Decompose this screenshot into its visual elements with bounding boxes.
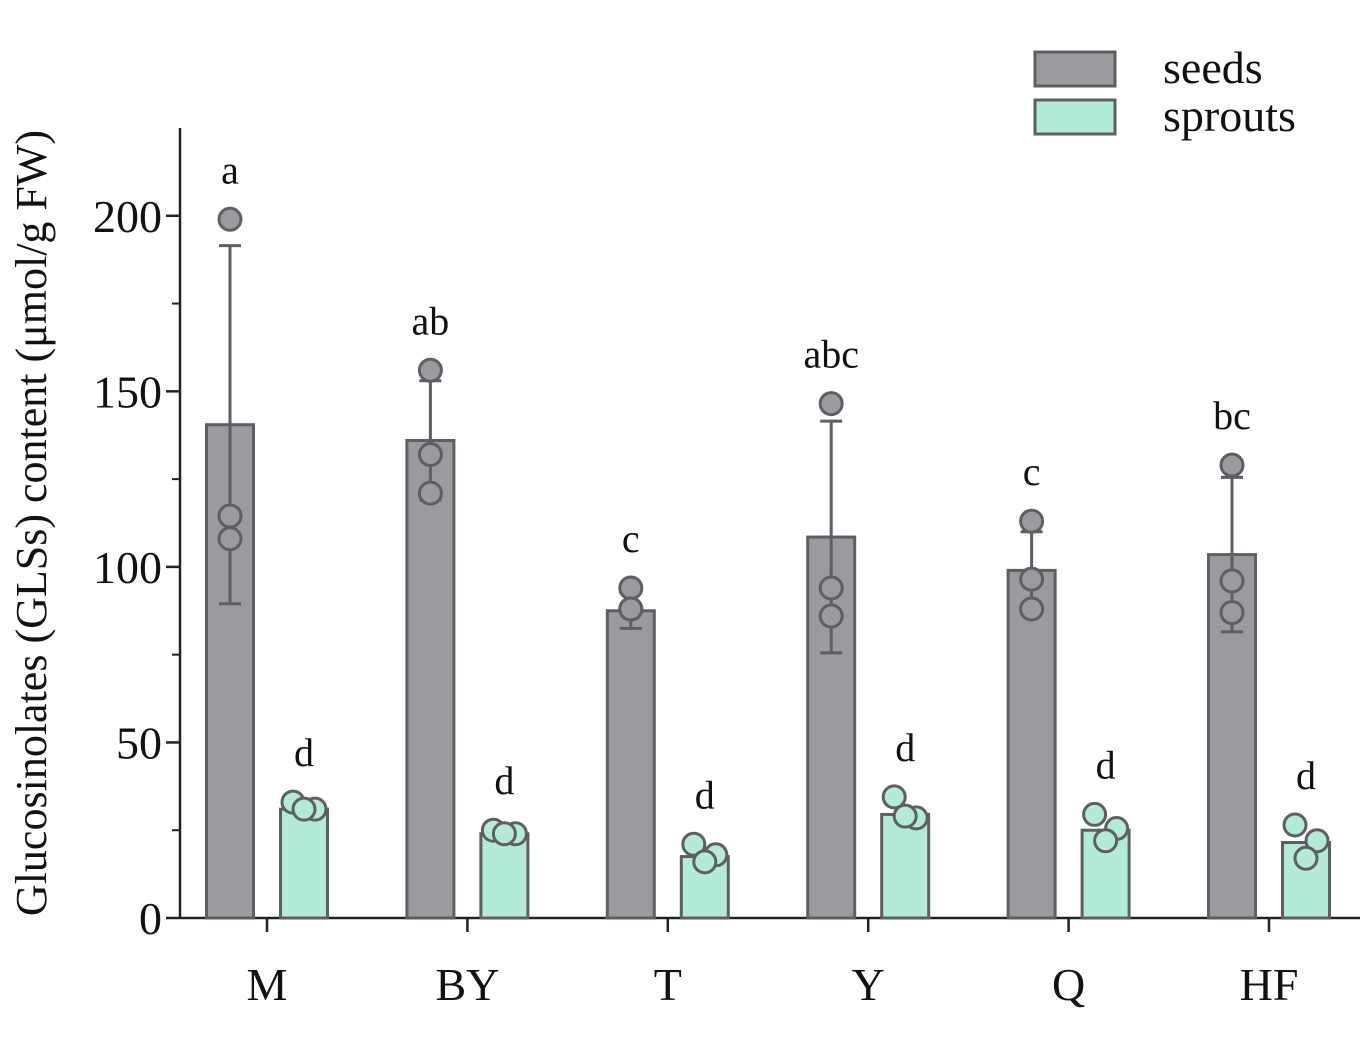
y-axis-label: Glucosinolates (GLSs) content (μmol/g FW… [7, 130, 56, 916]
data-point [1282, 812, 1308, 838]
x-tick-label: HF [1240, 959, 1299, 1010]
significance-letter: a [221, 147, 239, 192]
significance-letter: d [1096, 742, 1116, 787]
data-point [618, 596, 644, 622]
bar-seeds [1006, 568, 1057, 920]
data-point [881, 784, 907, 810]
data-point [1219, 452, 1245, 478]
significance-letter: c [1023, 449, 1041, 494]
bar-seeds [405, 438, 456, 920]
legend-label: seeds [1163, 42, 1263, 93]
x-tick-label: BY [435, 959, 499, 1010]
legend-swatch-sprouts [1033, 98, 1117, 136]
significance-letter: d [494, 758, 514, 803]
data-point [217, 206, 243, 232]
data-point [818, 391, 844, 417]
data-point [291, 796, 317, 822]
data-point [1219, 600, 1245, 626]
significance-letter: c [622, 516, 640, 561]
data-point [692, 849, 718, 875]
significance-letter: ab [412, 298, 450, 343]
data-point [417, 442, 443, 468]
bar-seeds [605, 609, 656, 920]
data-point [417, 480, 443, 506]
y-tick-label: 0 [139, 893, 162, 944]
data-point [818, 575, 844, 601]
data-point [1019, 566, 1045, 592]
data-point [1019, 596, 1045, 622]
bar-sprouts [479, 832, 530, 920]
data-point [1093, 828, 1119, 854]
data-point [1219, 568, 1245, 594]
data-point [1293, 845, 1319, 871]
significance-letter: d [695, 772, 715, 817]
legend-swatch-seeds [1033, 50, 1117, 88]
y-tick-label: 100 [93, 542, 162, 593]
data-point [417, 357, 443, 383]
bar-sprouts [279, 807, 329, 920]
y-tick-label: 200 [93, 191, 162, 242]
y-tick-label: 50 [116, 717, 162, 768]
significance-letter: bc [1213, 393, 1251, 438]
data-point [818, 603, 844, 629]
significance-letter: d [294, 730, 314, 775]
legend-label: sprouts [1163, 90, 1296, 141]
data-point [681, 831, 707, 857]
data-point [618, 575, 644, 601]
bar-sprouts [880, 812, 931, 920]
x-tick-label: M [247, 959, 288, 1010]
data-point [892, 803, 918, 829]
x-tick-label: T [654, 959, 682, 1010]
data-point [1082, 801, 1108, 827]
y-tick-label: 150 [93, 366, 162, 417]
data-point [1019, 508, 1045, 534]
x-tick-label: Q [1052, 959, 1085, 1010]
data-point [1304, 828, 1330, 854]
significance-letter: d [1296, 753, 1316, 798]
data-point [491, 821, 517, 847]
data-point [217, 503, 243, 529]
data-point [217, 526, 243, 552]
significance-letter: d [895, 725, 915, 770]
x-tick-label: Y [852, 959, 885, 1010]
significance-letter: abc [803, 332, 859, 377]
